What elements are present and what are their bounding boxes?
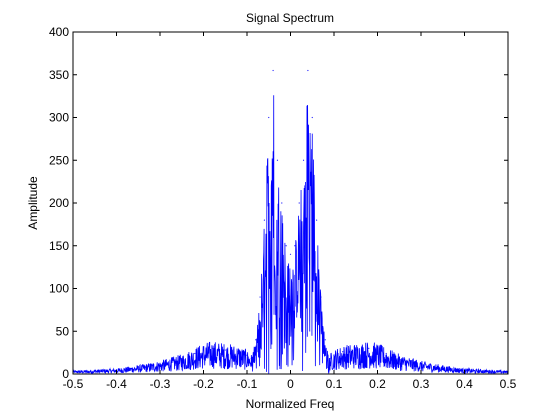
data-point [442,366,444,368]
axes-layer: -0.5 -0.4 -0.3 -0.2 -0.1 0 0.1 0.2 0.3 0.4 0.5 0 50 1… [49,25,517,391]
x-tick-label: 0 [287,377,294,391]
x-tick-label: -0.2 [193,377,214,391]
x-tick-label: 0.5 [500,377,517,391]
data-point [385,352,387,355]
x-tick-label: 0.4 [456,377,473,391]
data-point [268,116,270,119]
data-point [263,219,265,221]
data-point [294,245,296,247]
data-point [255,339,257,341]
data-point [376,349,379,351]
x-tick-label: -0.5 [63,377,84,391]
data-point [355,349,357,351]
data-point [224,349,226,351]
series-line [72,95,509,375]
data-point [320,296,322,298]
x-tick-label: -0.3 [150,377,171,391]
data-point [237,351,239,353]
data-point [311,116,313,119]
series-layer [72,69,509,375]
y-tick-label: 300 [49,111,69,125]
data-point [298,202,300,204]
data-point [302,159,305,161]
data-point [250,358,252,360]
data-point [307,69,309,72]
data-point [368,347,370,349]
y-tick-label: 0 [62,367,69,381]
data-point [259,296,261,298]
data-point [316,219,318,221]
y-axis-label: Amplitude [26,176,40,230]
x-tick-label: -0.4 [106,377,127,391]
y-tick-label: 150 [49,239,69,253]
data-point [181,358,183,360]
data-point [94,369,96,372]
data-point [333,354,335,356]
y-tick-label: 100 [49,282,69,296]
x-tick-label: -0.1 [237,377,258,391]
y-tick-label: 50 [56,324,70,338]
chart-title: Signal Spectrum [246,11,334,25]
data-point [398,358,400,360]
data-point [272,69,274,72]
data-point [289,253,292,255]
y-tick-label: 350 [49,68,69,82]
data-point [329,358,331,360]
data-point [137,366,139,368]
data-point [276,159,279,161]
data-point [285,245,287,247]
x-tick-label: 0.1 [326,377,343,391]
data-point [420,363,422,365]
data-point [159,363,161,365]
y-tick-label: 250 [49,153,69,167]
data-point [211,347,213,349]
x-tick-label: 0.3 [413,377,430,391]
data-point [246,354,248,356]
data-point [202,349,205,351]
y-tick-label: 200 [49,196,69,210]
x-tick-label: 0.2 [369,377,386,391]
data-point [194,352,196,355]
data-point [281,202,283,204]
data-point [485,369,487,372]
x-axis-label: Normalized Freq [246,397,335,411]
data-point [342,351,344,353]
y-tick-label: 400 [49,25,69,39]
data-point [324,339,326,341]
